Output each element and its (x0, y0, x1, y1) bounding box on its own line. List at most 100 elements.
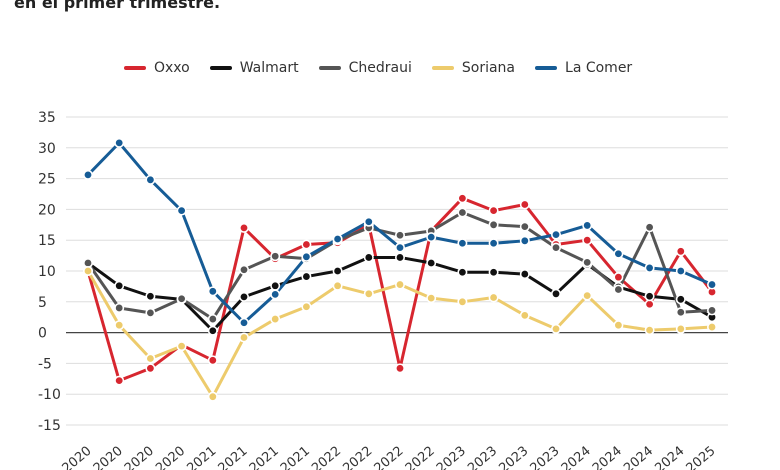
data-point-chedraui (519, 221, 530, 232)
data-point-chedraui (613, 284, 624, 295)
x-tick-label: 2025 (684, 444, 719, 470)
data-point-chedraui (457, 207, 468, 218)
data-point-la-comer (706, 279, 717, 290)
data-point-la-comer (550, 229, 561, 240)
data-point-soriana (644, 325, 655, 336)
y-tick-label: 35 (38, 110, 56, 126)
data-point-walmart (519, 269, 530, 280)
data-point-oxxo (239, 222, 250, 233)
data-point-walmart (114, 280, 125, 291)
data-point-walmart (332, 265, 343, 276)
data-point-walmart (488, 267, 499, 278)
x-tick-label: 2022 (340, 444, 375, 470)
x-tick-label: 2020 (60, 444, 95, 470)
x-axis-ticks: 2020202020202020202120212021202120222022… (60, 444, 719, 470)
x-tick-label: 2024 (559, 444, 594, 470)
y-tick-label: 5 (38, 295, 47, 311)
data-point-la-comer (488, 238, 499, 249)
x-tick-label: 2020 (122, 444, 157, 470)
data-point-walmart (207, 325, 218, 336)
y-axis-ticks: 35 30 25 20 15 10 5 0 -5 -10 -15 (38, 110, 61, 434)
data-point-la-comer (457, 238, 468, 249)
data-point-la-comer (176, 205, 187, 216)
data-point-soriana (519, 310, 530, 321)
series-lines (86, 141, 714, 399)
data-point-la-comer (426, 232, 437, 243)
data-point-soriana (114, 320, 125, 331)
data-point-la-comer (114, 137, 125, 148)
data-point-oxxo (394, 363, 405, 374)
y-tick-label: -5 (38, 356, 52, 372)
data-point-soriana (394, 279, 405, 290)
legend-swatch (318, 66, 341, 70)
data-point-oxxo (488, 205, 499, 216)
data-point-chedraui (114, 302, 125, 313)
data-point-chedraui (706, 305, 717, 316)
legend-item: La Comer (535, 60, 632, 76)
data-point-soriana (550, 323, 561, 334)
y-tick-label: 30 (38, 141, 56, 157)
chart-subtitle: en el primer trimestre. (14, 0, 221, 12)
legend-item: Walmart (209, 60, 299, 76)
data-point-soriana (488, 292, 499, 303)
data-point-soriana (207, 391, 218, 402)
legend-label: Chedraui (348, 60, 412, 76)
data-point-soriana (706, 322, 717, 333)
data-point-la-comer (239, 317, 250, 328)
data-point-soriana (363, 288, 374, 299)
data-point-la-comer (582, 220, 593, 231)
data-point-chedraui (83, 257, 94, 268)
data-point-oxxo (582, 235, 593, 246)
y-tick-label: 10 (38, 264, 56, 280)
legend-item: Soriana (431, 60, 515, 76)
data-point-walmart (239, 291, 250, 302)
data-point-walmart (145, 291, 156, 302)
data-point-chedraui (488, 219, 499, 230)
chart-legend: Oxxo Walmart Chedraui Soriana La Comer (124, 60, 632, 76)
x-tick-label: 2024 (621, 444, 656, 470)
y-tick-label: 0 (38, 326, 47, 342)
data-point-soriana (457, 296, 468, 307)
x-tick-label: 2022 (309, 444, 344, 470)
legend-item: Oxxo (124, 60, 190, 76)
legend-item: Chedraui (318, 60, 412, 76)
x-tick-label: 2021 (184, 444, 219, 470)
data-point-la-comer (270, 289, 281, 300)
data-point-la-comer (145, 174, 156, 185)
x-tick-label: 2023 (496, 444, 531, 470)
data-point-soriana (176, 341, 187, 352)
data-point-walmart (457, 267, 468, 278)
data-point-soriana (145, 353, 156, 364)
legend-label: Walmart (239, 60, 299, 76)
data-point-oxxo (207, 355, 218, 366)
x-tick-label: 2023 (434, 444, 469, 470)
data-point-walmart (675, 294, 686, 305)
data-point-chedraui (675, 307, 686, 318)
y-tick-label: 20 (38, 202, 56, 218)
data-point-la-comer (394, 242, 405, 253)
x-tick-label: 2023 (465, 444, 500, 470)
data-point-la-comer (83, 169, 94, 180)
data-point-oxxo (457, 193, 468, 204)
data-point-la-comer (207, 286, 218, 297)
x-tick-label: 2021 (247, 444, 282, 470)
data-point-oxxo (145, 363, 156, 374)
data-point-oxxo (613, 272, 624, 283)
x-tick-label: 2022 (372, 444, 407, 470)
data-point-la-comer (301, 251, 312, 262)
data-point-la-comer (332, 233, 343, 244)
y-tick-label: 15 (38, 233, 56, 249)
data-point-soriana (270, 314, 281, 325)
data-point-walmart (550, 288, 561, 299)
legend-label: La Comer (565, 60, 633, 76)
legend-swatch (209, 66, 232, 70)
data-point-la-comer (363, 216, 374, 227)
data-point-oxxo (301, 239, 312, 250)
x-tick-label: 2024 (652, 444, 687, 470)
x-tick-label: 2021 (216, 444, 251, 470)
data-point-soriana (613, 320, 624, 331)
data-point-chedraui (145, 307, 156, 318)
y-tick-label: -10 (38, 387, 61, 403)
y-tick-label: -15 (38, 418, 61, 434)
